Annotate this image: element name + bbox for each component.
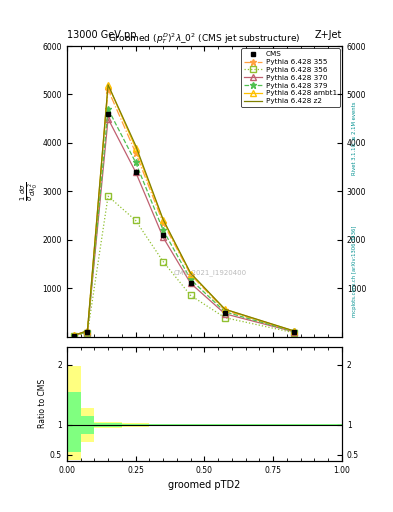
Pythia 6.428 379 [188, 276, 193, 283]
Pythia 6.428 355 [85, 328, 90, 334]
CMS [85, 329, 90, 335]
Pythia 6.428 379 [85, 329, 90, 335]
Pythia 6.428 370 [292, 329, 296, 335]
Pythia 6.428 z2 [188, 270, 193, 276]
X-axis label: groomed pTD2: groomed pTD2 [168, 480, 241, 490]
Line: CMS: CMS [72, 112, 296, 337]
Pythia 6.428 355 [292, 328, 296, 334]
Pythia 6.428 356 [106, 193, 110, 199]
Text: 13000 GeV pp: 13000 GeV pp [67, 30, 136, 40]
CMS [161, 232, 165, 238]
Pythia 6.428 356 [85, 330, 90, 336]
Pythia 6.428 ambt1 [85, 328, 90, 334]
Pythia 6.428 z2 [106, 82, 110, 88]
Text: Rivet 3.1.10, ≥ 2.1M events: Rivet 3.1.10, ≥ 2.1M events [352, 101, 357, 175]
Pythia 6.428 356 [161, 259, 165, 265]
Line: Pythia 6.428 z2: Pythia 6.428 z2 [74, 85, 294, 335]
Pythia 6.428 ambt1 [188, 270, 193, 276]
Pythia 6.428 355 [222, 307, 227, 313]
Pythia 6.428 355 [161, 220, 165, 226]
Pythia 6.428 z2 [85, 328, 90, 334]
Text: CMS_2021_I1920400: CMS_2021_I1920400 [173, 269, 246, 276]
Pythia 6.428 ambt1 [72, 332, 76, 338]
Pythia 6.428 355 [106, 87, 110, 93]
Text: Z+Jet: Z+Jet [314, 30, 342, 40]
Line: Pythia 6.428 356: Pythia 6.428 356 [71, 194, 297, 338]
Pythia 6.428 ambt1 [133, 145, 138, 151]
Pythia 6.428 z2 [72, 332, 76, 338]
Text: mcplots.cern.ch [arXiv:1306.3436]: mcplots.cern.ch [arXiv:1306.3436] [352, 226, 357, 317]
Pythia 6.428 ambt1 [222, 306, 227, 312]
CMS [72, 332, 76, 338]
Pythia 6.428 356 [72, 333, 76, 339]
Pythia 6.428 355 [72, 332, 76, 338]
Pythia 6.428 379 [133, 159, 138, 165]
Pythia 6.428 370 [106, 116, 110, 122]
Line: Pythia 6.428 379: Pythia 6.428 379 [71, 106, 297, 339]
Pythia 6.428 370 [85, 329, 90, 335]
Pythia 6.428 ambt1 [106, 82, 110, 88]
Pythia 6.428 355 [133, 150, 138, 156]
Pythia 6.428 ambt1 [292, 328, 296, 334]
Pythia 6.428 370 [188, 280, 193, 286]
Title: Groomed $(p_T^D)^2\lambda\_0^2$ (CMS jet substructure): Groomed $(p_T^D)^2\lambda\_0^2$ (CMS jet… [108, 31, 301, 46]
Pythia 6.428 356 [133, 217, 138, 223]
Pythia 6.428 379 [292, 328, 296, 334]
Pythia 6.428 z2 [222, 306, 227, 312]
Y-axis label: $\frac{1}{\sigma}\frac{d\sigma}{d\lambda_0^2}$: $\frac{1}{\sigma}\frac{d\sigma}{d\lambda… [18, 181, 40, 201]
CMS [222, 310, 227, 316]
Pythia 6.428 356 [292, 330, 296, 336]
Pythia 6.428 356 [188, 292, 193, 298]
Pythia 6.428 z2 [292, 328, 296, 334]
Pythia 6.428 370 [222, 311, 227, 317]
Pythia 6.428 370 [133, 169, 138, 175]
CMS [133, 169, 138, 175]
Line: Pythia 6.428 355: Pythia 6.428 355 [71, 87, 297, 338]
Pythia 6.428 370 [72, 332, 76, 338]
Legend: CMS, Pythia 6.428 355, Pythia 6.428 356, Pythia 6.428 370, Pythia 6.428 379, Pyt: CMS, Pythia 6.428 355, Pythia 6.428 356,… [241, 48, 340, 107]
Pythia 6.428 ambt1 [161, 217, 165, 223]
Pythia 6.428 z2 [161, 217, 165, 223]
Pythia 6.428 370 [161, 234, 165, 241]
Y-axis label: Ratio to CMS: Ratio to CMS [38, 379, 47, 429]
Pythia 6.428 355 [188, 271, 193, 278]
CMS [106, 111, 110, 117]
CMS [292, 329, 296, 335]
Pythia 6.428 379 [222, 309, 227, 315]
Pythia 6.428 379 [72, 332, 76, 338]
CMS [188, 280, 193, 286]
Pythia 6.428 379 [106, 106, 110, 112]
Line: Pythia 6.428 ambt1: Pythia 6.428 ambt1 [71, 82, 297, 338]
Pythia 6.428 z2 [133, 142, 138, 148]
Line: Pythia 6.428 370: Pythia 6.428 370 [71, 116, 297, 338]
Pythia 6.428 356 [222, 314, 227, 321]
Pythia 6.428 379 [161, 227, 165, 233]
